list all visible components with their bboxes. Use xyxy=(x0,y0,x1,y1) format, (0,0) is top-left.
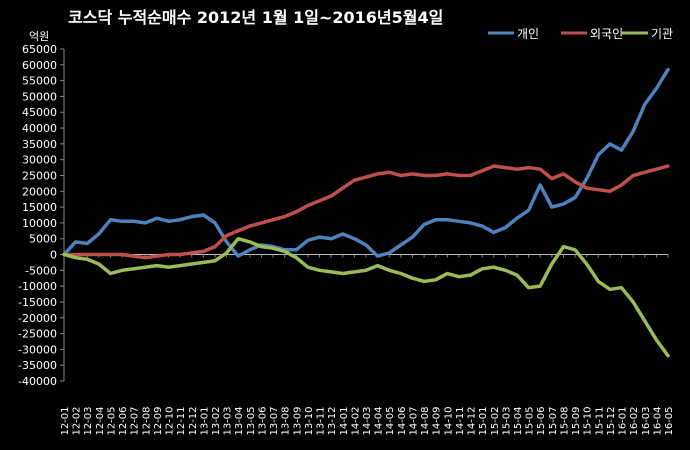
series-line-개인 xyxy=(62,67,670,258)
x-tick-label: 12-10 xyxy=(165,406,176,435)
x-tick-label: 13-07 xyxy=(269,406,280,435)
series-line-외국인 xyxy=(62,164,670,260)
x-tick-label: 14-02 xyxy=(350,406,361,435)
y-tick-label: -25000 xyxy=(18,328,57,341)
x-tick-label: 13-01 xyxy=(199,406,210,435)
y-tick-label: 45000 xyxy=(22,106,57,119)
y-axis-unit: 억원 xyxy=(29,30,49,43)
x-tick-label: 12-01 xyxy=(60,406,71,435)
x-tick-label: 16-02 xyxy=(629,406,640,435)
x-tick-label: 12-09 xyxy=(153,406,164,435)
x-tick-label: 15-01 xyxy=(478,406,489,435)
legend: 개인 외국인 기관 xyxy=(488,27,673,41)
x-tick-label: 12-02 xyxy=(72,406,83,435)
chart-title: 코스닥 누적순매수 2012년 1월 1일~2016년5월4일 xyxy=(68,8,443,27)
y-tick-label: 35000 xyxy=(22,138,57,151)
x-tick-label: 14-12 xyxy=(467,406,478,435)
x-tick-label: 14-07 xyxy=(408,406,419,435)
y-tick-label: 60000 xyxy=(22,59,57,72)
x-tick-label: 15-04 xyxy=(513,406,524,435)
y-axis-ticks: 6500060000550005000045000400003500030000… xyxy=(18,43,64,388)
x-tick-label: 12-06 xyxy=(118,406,129,435)
y-tick-label: -35000 xyxy=(18,359,57,372)
y-tick-label: -40000 xyxy=(18,375,57,388)
x-tick-label: 16-03 xyxy=(641,406,652,435)
x-tick-label: 14-11 xyxy=(455,406,466,435)
y-tick-label: 15000 xyxy=(22,201,57,214)
x-tick-label: 15-10 xyxy=(583,406,594,435)
x-tick-label: 12-11 xyxy=(176,406,187,435)
legend-label-외국인: 외국인 xyxy=(590,27,623,41)
y-tick-label: -5000 xyxy=(25,264,57,277)
y-tick-label: -30000 xyxy=(18,343,57,356)
y-tick-label: -20000 xyxy=(18,312,57,325)
x-axis-ticks: 12-01 12-02 12-03 12-04 12-05 12-06 12-07 12-08… xyxy=(60,254,675,436)
y-tick-label: 5000 xyxy=(29,233,57,246)
x-tick-label: 12-12 xyxy=(188,406,199,435)
x-tick-label: 12-07 xyxy=(130,406,141,435)
y-tick-label: 30000 xyxy=(22,154,57,167)
y-tick-label: 0 xyxy=(50,249,57,262)
x-tick-label: 15-03 xyxy=(501,406,512,435)
x-tick-label: 13-11 xyxy=(316,406,327,435)
x-tick-label: 14-10 xyxy=(443,406,454,435)
x-tick-label: 16-01 xyxy=(618,406,629,435)
x-tick-label: 15-12 xyxy=(606,406,617,435)
series-lines xyxy=(62,67,670,358)
x-tick-label: 15-09 xyxy=(571,406,582,435)
x-tick-label: 15-02 xyxy=(490,406,501,435)
x-tick-label: 12-04 xyxy=(95,406,106,435)
x-tick-label: 13-06 xyxy=(257,406,268,435)
x-tick-label: 13-04 xyxy=(234,406,245,435)
x-tick-label: 14-05 xyxy=(385,406,396,435)
y-tick-label: 65000 xyxy=(22,43,57,56)
x-tick-label: 16-04 xyxy=(652,406,663,435)
x-tick-label: 15-07 xyxy=(548,406,559,435)
x-tick-label: 13-09 xyxy=(292,406,303,435)
x-tick-label: 12-05 xyxy=(106,406,117,435)
y-tick-label: 40000 xyxy=(22,122,57,135)
legend-label-개인: 개인 xyxy=(517,27,539,41)
y-tick-label: 25000 xyxy=(22,169,57,182)
x-tick-label: 14-08 xyxy=(420,406,431,435)
y-tick-label: 20000 xyxy=(22,185,57,198)
y-tick-label: -15000 xyxy=(18,296,57,309)
y-tick-label: 55000 xyxy=(22,75,57,88)
x-tick-label: 14-01 xyxy=(339,406,350,435)
x-tick-label: 13-10 xyxy=(304,406,315,435)
y-tick-label: 10000 xyxy=(22,217,57,230)
x-tick-label: 13-03 xyxy=(223,406,234,435)
x-tick-label: 15-11 xyxy=(594,406,605,435)
series-line-기관 xyxy=(62,236,670,358)
legend-label-기관: 기관 xyxy=(651,27,673,41)
x-tick-label: 14-06 xyxy=(397,406,408,435)
x-tick-label: 13-05 xyxy=(246,406,257,435)
x-tick-label: 15-06 xyxy=(536,406,547,435)
x-tick-label: 15-05 xyxy=(525,406,536,435)
y-tick-label: -10000 xyxy=(18,280,57,293)
x-tick-label: 14-03 xyxy=(362,406,373,435)
x-tick-label: 14-04 xyxy=(374,406,385,435)
x-tick-label: 16-05 xyxy=(664,406,675,435)
x-tick-label: 14-09 xyxy=(432,406,443,435)
x-tick-label: 12-08 xyxy=(141,406,152,435)
y-tick-label: 50000 xyxy=(22,90,57,103)
x-tick-label: 15-08 xyxy=(559,406,570,435)
x-tick-label: 13-12 xyxy=(327,406,338,435)
x-tick-label: 13-08 xyxy=(281,406,292,435)
x-tick-label: 12-03 xyxy=(83,406,94,435)
x-tick-label: 13-02 xyxy=(211,406,222,435)
